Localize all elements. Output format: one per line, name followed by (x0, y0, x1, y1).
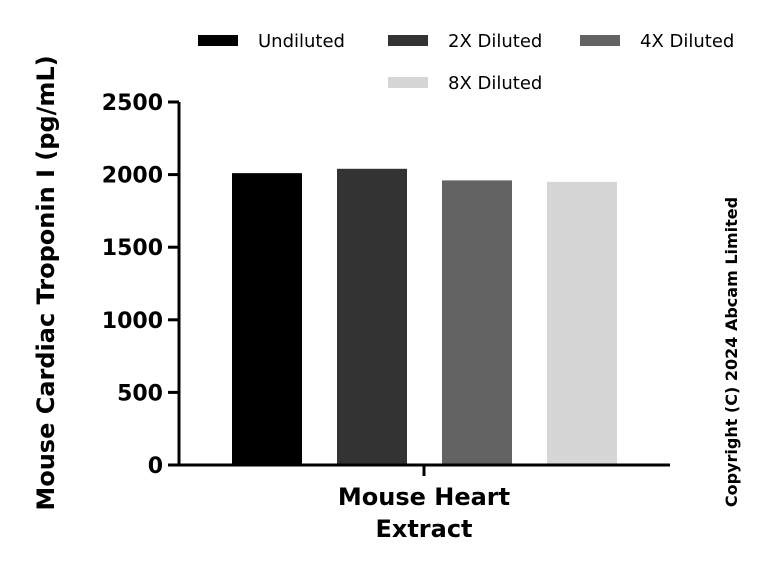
legend-swatch-undiluted (198, 35, 238, 46)
bar-2x-diluted (337, 168, 407, 466)
x-category-label-line-2: Extract (375, 515, 472, 543)
y-tick-label: 1000 (102, 309, 163, 334)
legend-label-undiluted: Undiluted (258, 31, 345, 52)
y-axis: 0 500 1000 1500 2000 2500 (102, 91, 181, 479)
bars (232, 168, 617, 466)
bar-8x-diluted (547, 181, 617, 466)
y-tick-label: 2000 (102, 164, 163, 189)
legend-swatch-2x-diluted (388, 35, 428, 46)
y-axis-title: Mouse Cardiac Troponin I (pg/mL) (32, 55, 60, 510)
y-tick-label: 1500 (102, 236, 163, 261)
legend-swatch-8x-diluted (388, 77, 428, 88)
bar-4x-diluted (442, 180, 512, 465)
legend-label-4x-diluted: 4X Diluted (640, 31, 734, 52)
legend-swatch-4x-diluted (580, 35, 620, 46)
legend-label-2x-diluted: 2X Diluted (448, 31, 542, 52)
x-axis (177, 463, 670, 476)
bar-undiluted (232, 173, 302, 465)
y-tick-label: 2500 (102, 91, 163, 116)
y-tick-label: 0 (148, 454, 163, 479)
legend-label-8x-diluted: 8X Diluted (448, 73, 542, 94)
x-category-label-line-1: Mouse Heart (338, 483, 510, 511)
legend: Undiluted 2X Diluted 4X Diluted 8X Diluted (198, 31, 734, 94)
y-tick-label: 500 (117, 381, 163, 406)
copyright-text: Copyright (C) 2024 Abcam Limited (722, 197, 741, 507)
